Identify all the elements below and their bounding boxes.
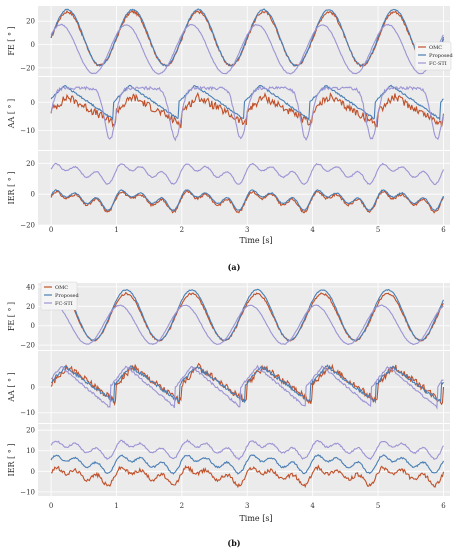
x-tick-label: 4 [310, 226, 315, 234]
y-axis-label: AA [ ° ] [7, 99, 16, 129]
y-tick-label: 0 [31, 191, 35, 199]
x-axis-label-a: Time [s] [239, 236, 272, 245]
y-tick-label: −20 [20, 222, 35, 230]
series-line-proposed [51, 364, 444, 404]
series-line-fcsti [50, 162, 445, 186]
panel-b-aa: 0 −10 AA [ ° ] [7, 351, 450, 423]
series-line-omc [50, 291, 444, 343]
y-axis-label: AA [ ° ] [7, 372, 16, 402]
y-axis-label: IER [ ° ] [7, 444, 16, 477]
y-tick-label: 20 [26, 160, 35, 168]
series-line-proposed [50, 454, 445, 475]
x-tick-labels-b: 0 1 2 3 4 5 6 [49, 502, 446, 510]
panel-b-ier: 20 10 0 −10 IER [ ° ] [7, 424, 450, 496]
panel-a-ier: 20 0 −20 IER [ ° ] [7, 151, 450, 230]
caption-b: (b) [227, 538, 240, 548]
series-line-omc [51, 464, 445, 489]
x-tick-label: 3 [245, 226, 249, 234]
y-tick-label: 10 [26, 447, 35, 455]
series-line-proposed [50, 288, 444, 342]
y-tick-label: 20 [26, 427, 35, 435]
y-tick-label: 40 [26, 283, 35, 291]
x-tick-labels-a: 0 1 2 3 4 5 6 [49, 226, 446, 234]
series-line-proposed [50, 188, 444, 212]
series-line-fcsti [50, 304, 444, 346]
panel-a-fe: 20 0 −20 FE [ ° ] [7, 6, 450, 76]
x-axis-label-b: Time [s] [239, 514, 272, 523]
x-tick-label: 6 [441, 502, 446, 510]
caption-a: (a) [228, 262, 241, 272]
y-tick-label: −20 [20, 64, 35, 72]
x-tick-label: 2 [180, 226, 184, 234]
legend-label: Proposed [55, 293, 80, 299]
legend-label: OMC [429, 45, 442, 51]
x-tick-label: 1 [114, 502, 118, 510]
x-tick-label: 5 [376, 226, 380, 234]
series-line-proposed [50, 84, 444, 122]
y-tick-label: −10 [20, 409, 35, 417]
y-tick-label: 0 [31, 384, 35, 392]
legend-label: Proposed [429, 53, 454, 59]
series-line-fcsti [50, 438, 444, 461]
y-tick-label: −20 [20, 342, 35, 350]
y-tick-label: 0 [31, 468, 35, 476]
plot-background [38, 424, 450, 496]
y-axis-label: FE [ ° ] [7, 302, 16, 331]
legend-label: OMC [55, 285, 68, 291]
series-line-fcsti [50, 85, 445, 142]
y-tick-label: 0 [31, 99, 35, 107]
legend-label: FC-STI [55, 301, 73, 307]
y-tick-label: −10 [20, 488, 35, 496]
x-tick-label: 4 [310, 502, 315, 510]
x-tick-label: 0 [49, 226, 53, 234]
series-line-omc [50, 189, 445, 214]
legend-b: OMC Proposed FC-STI [40, 281, 80, 311]
x-tick-label: 1 [114, 226, 118, 234]
legend-label: FC-STI [429, 61, 447, 67]
y-tick-label: 20 [26, 18, 35, 26]
x-tick-label: 5 [376, 502, 380, 510]
y-tick-label: 0 [31, 41, 35, 49]
series-line-proposed [50, 8, 445, 68]
y-tick-label: 0 [31, 322, 35, 330]
series-line-fcsti [50, 364, 444, 410]
plot-background [38, 151, 450, 225]
x-tick-label: 2 [180, 502, 184, 510]
panel-a-aa: 0 −10 AA [ ° ] [7, 77, 450, 150]
y-tick-label: −10 [20, 127, 35, 135]
panel-b-fe: 40 20 0 −20 FE [ ° ] [7, 283, 450, 350]
y-axis-label: IER [ ° ] [7, 172, 16, 205]
y-tick-label: 20 [26, 303, 35, 311]
x-tick-label: 6 [441, 226, 446, 234]
x-tick-label: 0 [49, 502, 53, 510]
y-axis-label: FE [ ° ] [7, 26, 16, 55]
x-tick-label: 3 [245, 502, 249, 510]
series-line-fcsti [50, 23, 444, 75]
legend-a: OMC Proposed FC-STI [414, 41, 454, 71]
